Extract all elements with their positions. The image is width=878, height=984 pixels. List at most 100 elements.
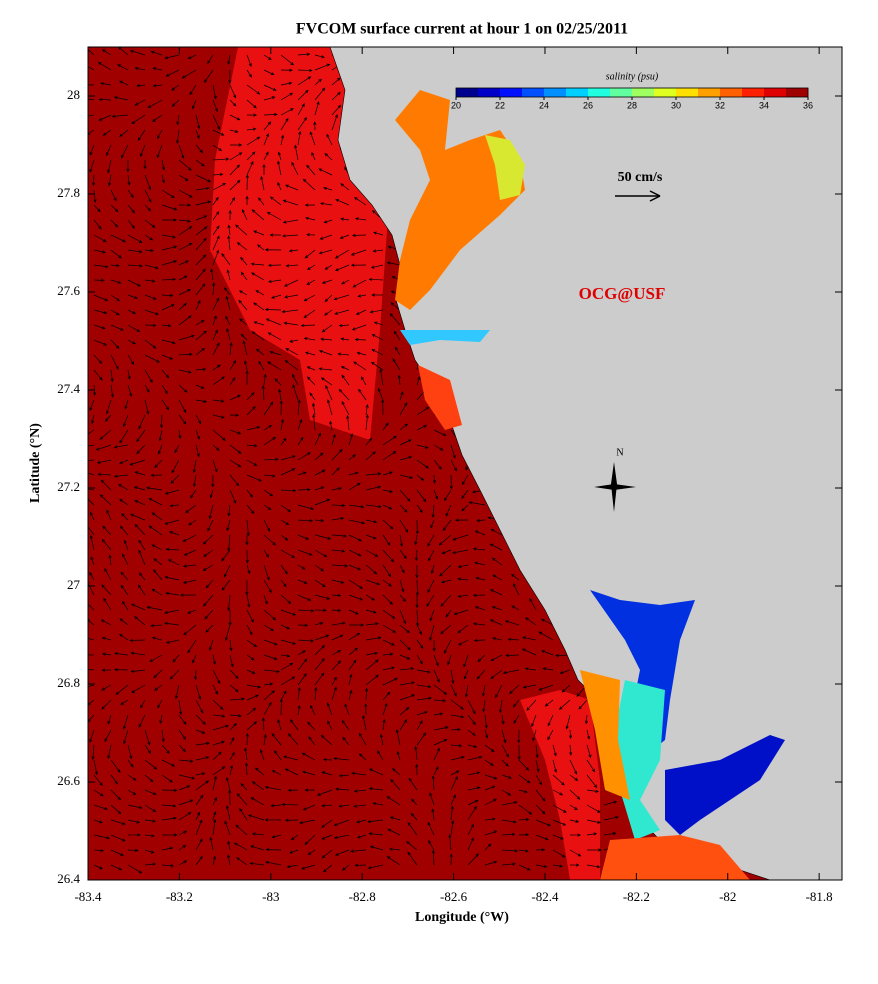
- current-vector: [229, 152, 243, 161]
- current-vector: [281, 802, 299, 807]
- current-vector: [110, 324, 124, 331]
- current-vector: [431, 775, 435, 791]
- current-vector: [127, 848, 139, 852]
- current-vector: [367, 864, 384, 870]
- current-vector: [144, 323, 157, 327]
- current-vector: [246, 113, 258, 117]
- current-vector: [144, 384, 150, 393]
- current-vector: [91, 744, 95, 761]
- current-vector: [195, 268, 206, 281]
- current-vector: [130, 651, 146, 656]
- current-vector: [99, 494, 112, 506]
- current-vector: [150, 624, 163, 628]
- current-vector: [158, 429, 163, 442]
- current-vector: [119, 429, 129, 444]
- current-vector: [195, 330, 207, 341]
- current-vector: [450, 805, 454, 821]
- current-vector: [348, 689, 353, 701]
- current-vector: [93, 369, 103, 381]
- current-vector: [433, 738, 448, 746]
- current-vector: [290, 834, 299, 841]
- current-vector: [97, 61, 112, 71]
- current-vector: [195, 319, 205, 326]
- current-vector: [101, 668, 112, 672]
- current-vector: [178, 226, 193, 236]
- current-vector: [110, 834, 126, 842]
- current-vector: [552, 849, 566, 858]
- x-tick-label: -82.8: [349, 889, 376, 904]
- current-vector: [251, 209, 265, 221]
- current-vector: [195, 174, 212, 183]
- current-vector: [297, 549, 313, 556]
- current-vector: [238, 290, 248, 296]
- current-vector: [263, 564, 270, 581]
- current-vector: [351, 324, 367, 331]
- current-vector: [302, 770, 316, 776]
- current-vector: [568, 729, 573, 739]
- current-vector: [120, 699, 129, 705]
- plot-frame: [87, 46, 843, 881]
- current-vector: [304, 351, 316, 356]
- current-vector: [127, 384, 133, 398]
- current-vector: [358, 732, 367, 746]
- current-vector: [324, 294, 333, 303]
- current-vector: [353, 804, 367, 808]
- current-vector: [297, 519, 314, 523]
- current-vector: [263, 579, 272, 594]
- current-vector: [285, 184, 299, 191]
- current-vector: [327, 720, 333, 731]
- current-vector: [552, 864, 563, 868]
- current-vector: [382, 519, 394, 530]
- current-vector: [269, 350, 282, 356]
- current-vector: [111, 114, 129, 118]
- current-vector: [101, 652, 112, 656]
- colorbar-swatch: [720, 88, 743, 97]
- current-vector: [195, 299, 201, 311]
- current-vector: [178, 799, 194, 806]
- current-vector: [89, 144, 95, 156]
- current-vector: [144, 248, 154, 253]
- current-vector: [341, 279, 350, 285]
- current-vector: [257, 244, 265, 251]
- current-vector: [414, 534, 418, 546]
- current-vector: [443, 639, 452, 654]
- current-vector: [291, 161, 299, 176]
- current-vector: [144, 309, 159, 316]
- current-vector: [110, 864, 123, 871]
- current-vector: [138, 714, 146, 728]
- current-vector: [510, 573, 520, 581]
- current-vector: [282, 199, 299, 206]
- current-vector: [178, 399, 187, 414]
- current-vector: [130, 669, 146, 673]
- current-vector: [280, 624, 291, 630]
- current-vector: [178, 759, 194, 763]
- current-vector: [212, 669, 221, 685]
- current-vector: [467, 699, 476, 715]
- current-vector: [212, 855, 216, 866]
- current-vector: [356, 351, 367, 356]
- current-vector: [195, 367, 207, 371]
- current-vector: [195, 384, 205, 389]
- current-vector: [399, 455, 413, 461]
- current-vector: [127, 774, 137, 781]
- current-vector: [297, 103, 305, 116]
- current-vector: [224, 564, 231, 578]
- current-vector: [127, 294, 138, 299]
- current-vector: [304, 203, 316, 207]
- current-vector: [440, 594, 452, 607]
- current-vector: [518, 759, 530, 771]
- current-vector: [461, 504, 469, 512]
- current-vector: [246, 519, 250, 537]
- current-vector: [245, 732, 249, 746]
- current-vector: [314, 549, 328, 558]
- current-vector: [178, 860, 188, 866]
- current-vector: [246, 594, 251, 608]
- current-vector: [440, 624, 452, 635]
- current-vector: [586, 789, 599, 793]
- current-vector: [280, 418, 284, 431]
- y-tick-label: 27.6: [57, 283, 80, 298]
- current-vector: [559, 669, 571, 675]
- current-vector: [110, 294, 120, 302]
- current-vector: [314, 608, 327, 612]
- current-vector: [195, 215, 208, 221]
